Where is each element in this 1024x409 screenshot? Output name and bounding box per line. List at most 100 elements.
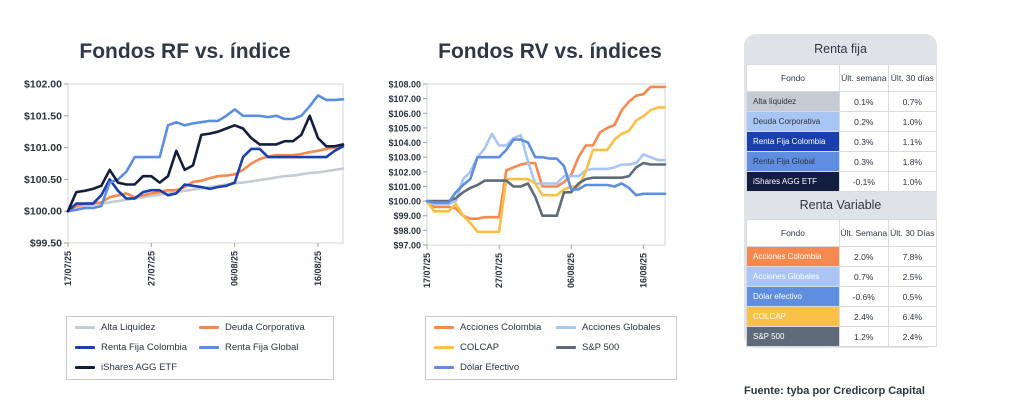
table-row: S&P 500 1.2% 2.4% — [746, 326, 938, 347]
y-tick-label: $104.00 — [388, 138, 421, 148]
fund-name-cell: iShares AGG ETF — [746, 171, 840, 192]
x-tick-label: 06/08/25 — [566, 253, 576, 288]
y-tick-label: $106.00 — [388, 109, 421, 119]
legend-label: Renta Fija Colombia — [101, 342, 188, 353]
y-tick-label: $97.00 — [393, 241, 421, 251]
fund-name-cell: S&P 500 — [746, 326, 840, 347]
series-line-acciones-colombia — [425, 85, 667, 220]
y-tick-label: $102.00 — [388, 167, 421, 177]
fund-name-cell: Alta liquidez — [746, 91, 840, 112]
y-tick-label: $101.00 — [388, 182, 421, 192]
legend-label: Alta Liquidez — [101, 322, 156, 333]
rf-col-fondo: Fondo — [746, 64, 840, 92]
legend-swatch — [434, 326, 454, 329]
x-tick-label: 06/08/25 — [230, 251, 240, 286]
table-row: Acciones Colombia 2.0% 7.8% — [746, 246, 938, 267]
table-row: Renta Fija Colombia 0.3% 1.1% — [746, 131, 938, 152]
fund-name-cell: Renta Fija Global — [746, 151, 840, 172]
month-return-cell: 0.7% — [887, 91, 938, 112]
month-return-cell: 2.5% — [887, 266, 938, 287]
rv-table: Fondo Últ. Semana Últ. 30 Días Acciones … — [746, 219, 938, 347]
week-return-cell: -0.6% — [838, 286, 889, 307]
legend-item-dolar-efectivo: Dólar Efectivo — [434, 362, 519, 373]
month-return-cell: 1.0% — [887, 111, 938, 132]
y-tick-label: $98.00 — [393, 226, 421, 236]
y-tick-label: $107.00 — [388, 94, 421, 104]
legend-rf: Alta Liquidez Deuda Corporativa Renta Fi… — [66, 316, 334, 380]
legend-swatch — [434, 346, 454, 349]
legend-item-renta-fija-colombia: Renta Fija Colombia — [75, 342, 187, 353]
plot-frame — [67, 83, 344, 244]
y-tick-label: $103.00 — [388, 153, 421, 163]
rv-table-title: Renta Variable — [799, 198, 882, 212]
fund-name-cell: Acciones Globales — [746, 266, 840, 287]
legend-item-acciones-globales: Acciones Globales — [556, 322, 661, 333]
legend-label: Acciones Globales — [582, 322, 661, 333]
series-line-ishares-agg-etf — [66, 114, 345, 213]
legend-swatch — [434, 366, 454, 369]
returns-table-card: Renta fija Fondo Últ. semana Últ. 30 día… — [744, 34, 938, 348]
legend-label: S&P 500 — [582, 342, 620, 353]
y-tick-label: $100.00 — [24, 206, 62, 218]
series-line-s-p-500 — [425, 161, 667, 217]
legend-item-deuda-corporativa: Deuda Corporativa — [199, 322, 305, 333]
legend-label: Renta Fija Global — [225, 342, 299, 353]
table-row: Dólar efectivo -0.6% 0.5% — [746, 286, 938, 307]
series-line-renta-fija-colombia — [66, 145, 345, 213]
x-tick-label: 16/08/25 — [638, 253, 648, 288]
week-return-cell: 2.4% — [838, 306, 889, 327]
y-tick-label: $99.50 — [30, 238, 62, 250]
chart-rf: $99.50 $100.00 $100.50 $101.00 $101.50 $102.0… — [24, 79, 345, 286]
fund-name-cell: Dólar efectivo — [746, 286, 840, 307]
chart-rv: $97.00 $98.00 $99.00 $100.00 $101.00 $102.00 $… — [388, 80, 667, 288]
legend-swatch — [199, 346, 219, 349]
x-tick-label: 27/07/25 — [494, 253, 504, 288]
y-tick-label: $108.00 — [388, 80, 421, 90]
legend-label: Deuda Corporativa — [225, 322, 305, 333]
legend-item-sp500: S&P 500 — [556, 342, 619, 353]
month-return-cell: 2.4% — [887, 326, 938, 347]
y-tick-label: $101.50 — [24, 110, 62, 122]
chart-title-rf: Fondos RF vs. índice — [79, 40, 291, 63]
y-tick-label: $100.50 — [24, 174, 62, 186]
fund-name-cell: Renta Fija Colombia — [746, 131, 840, 152]
y-tick-label: $105.00 — [388, 123, 421, 133]
table-row: Alta liquidez 0.1% 0.7% — [746, 91, 938, 112]
month-return-cell: 1.1% — [887, 131, 938, 152]
rf-col-semana: Últ. semana — [839, 64, 889, 92]
rf-table-title: Renta fija — [814, 42, 867, 56]
series-line-renta-fija-global — [66, 94, 345, 213]
y-tick-label: $102.00 — [24, 79, 62, 91]
fund-name-cell: Deuda Corporativa — [746, 111, 840, 132]
table-row: Deuda Corporativa 0.2% 1.0% — [746, 111, 938, 132]
x-tick-label: 17/07/25 — [63, 251, 73, 286]
rf-table: Fondo Últ. semana Últ. 30 días Alta liqu… — [746, 64, 938, 192]
month-return-cell: 1.8% — [887, 151, 938, 172]
week-return-cell: 0.7% — [838, 266, 889, 287]
legend-item-alta-liquidez: Alta Liquidez — [75, 322, 155, 333]
legend-swatch — [75, 346, 95, 349]
week-return-cell: 0.2% — [839, 111, 889, 132]
week-return-cell: 2.0% — [838, 246, 889, 267]
month-return-cell: 7.8% — [887, 246, 938, 267]
x-tick-label: 27/07/25 — [146, 251, 156, 286]
week-return-cell: 0.1% — [839, 91, 889, 112]
legend-swatch — [75, 366, 95, 369]
series-line-acciones-globales — [425, 132, 667, 206]
x-tick-label: 17/07/25 — [422, 253, 432, 288]
legend-swatch — [199, 326, 219, 329]
legend-swatch — [556, 346, 576, 349]
x-tick-label: 16/08/25 — [313, 251, 323, 286]
rv-col-semana: Últ. Semana — [838, 219, 889, 247]
legend-rv: Acciones Colombia Acciones Globales COLC… — [425, 316, 677, 380]
chart-title-rv: Fondos RV vs. índices — [438, 40, 662, 63]
month-return-cell: 6.4% — [887, 306, 938, 327]
series-line-d-lar-efectivo — [425, 138, 667, 204]
legend-label: Dólar Efectivo — [460, 362, 520, 373]
month-return-cell: 1.0% — [887, 171, 938, 192]
series-line-alta-liquidez — [66, 167, 345, 213]
series-line-deuda-corporativa — [66, 144, 345, 213]
table-row: Acciones Globales 0.7% 2.5% — [746, 266, 938, 287]
table-row: COLCAP 2.4% 6.4% — [746, 306, 938, 327]
legend-item-colcap: COLCAP — [434, 342, 499, 353]
